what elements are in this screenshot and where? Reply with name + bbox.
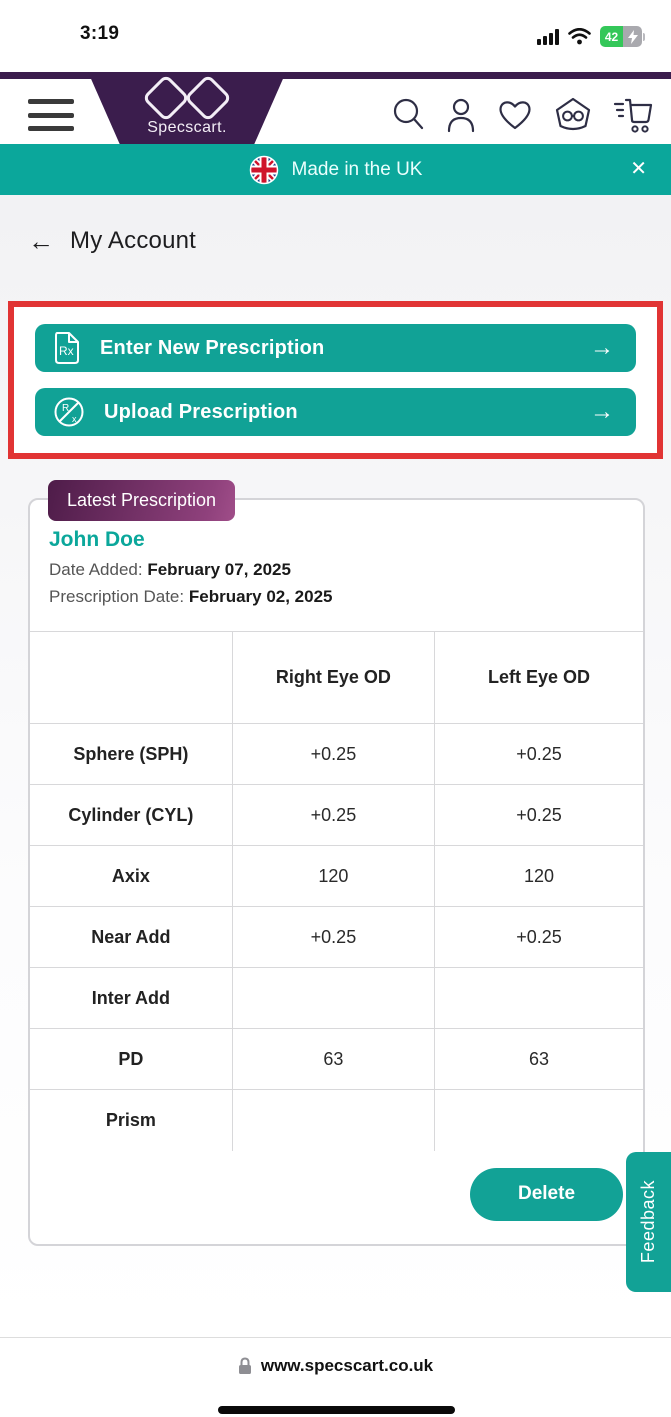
status-bar: 3:19 42: [0, 0, 671, 72]
logo-diamonds-icon: [88, 73, 286, 123]
clock: 3:19: [80, 23, 120, 44]
row-label: Axix: [30, 845, 233, 907]
left-eye-value: +0.25: [434, 784, 643, 846]
header-icon-row: [391, 96, 653, 134]
table-header-row: Right Eye OD Left Eye OD: [30, 631, 643, 724]
wishlist-heart-icon[interactable]: [497, 98, 533, 132]
site-url: www.specscart.co.uk: [260, 1356, 434, 1375]
banner-text: Made in the UK: [291, 158, 423, 180]
action-label: Enter New Prescription: [100, 336, 325, 359]
left-eye-value: [434, 1089, 643, 1151]
account-icon[interactable]: [446, 97, 476, 133]
row-label: Cylinder (CYL): [30, 784, 233, 846]
left-eye-value: +0.25: [434, 906, 643, 968]
battery-icon: 42: [600, 26, 645, 47]
table-row: Axix 120 120: [30, 845, 643, 907]
arrow-right-icon: →: [590, 334, 614, 361]
upload-prescription-button[interactable]: R x Upload Prescription →: [35, 388, 636, 436]
back-arrow-icon[interactable]: ←: [28, 226, 54, 256]
left-eye-value: 63: [434, 1028, 643, 1090]
feedback-label: Feedback: [638, 1180, 658, 1264]
delete-button[interactable]: Delete: [470, 1167, 623, 1221]
right-eye-header: Right Eye OD: [231, 631, 436, 724]
table-row: PD 63 63: [30, 1028, 643, 1090]
rx-document-icon: Rx: [55, 332, 79, 364]
prescription-info: John Doe Date Added: February 07, 2025 P…: [30, 500, 643, 631]
battery-percent: 42: [600, 26, 623, 47]
latest-prescription-card: Latest Prescription John Doe Date Added:…: [28, 480, 645, 1246]
uk-flag-icon: [249, 155, 278, 184]
home-indicator[interactable]: [218, 1406, 455, 1414]
logo-wordmark: Specscart.: [147, 119, 227, 136]
page-title: My Account: [70, 227, 197, 254]
row-label: PD: [30, 1028, 233, 1090]
cart-icon[interactable]: [613, 96, 653, 134]
row-label: Sphere (SPH): [30, 723, 233, 785]
action-label: Upload Prescription: [104, 400, 298, 423]
right-eye-value: +0.25: [231, 784, 436, 846]
row-label: Prism: [30, 1089, 233, 1151]
header-accent-strip: [0, 72, 671, 79]
latest-prescription-badge: Latest Prescription: [48, 480, 236, 521]
menu-icon[interactable]: [28, 99, 74, 131]
left-eye-value: [434, 967, 643, 1029]
left-eye-value: 120: [434, 845, 643, 907]
row-label: Near Add: [30, 906, 233, 968]
specscart-logo[interactable]: Specscart.: [88, 72, 286, 144]
table-row: Inter Add: [30, 967, 643, 1029]
enter-new-prescription-button[interactable]: Rx Enter New Prescription →: [35, 324, 636, 372]
date-added-line: Date Added: February 07, 2025: [49, 560, 291, 579]
browser-bottom-bar: www.specscart.co.uk: [0, 1337, 671, 1417]
empty-header-cell: [30, 631, 233, 724]
arrow-right-icon: →: [590, 398, 614, 425]
right-eye-value: 120: [231, 845, 436, 907]
right-eye-value: +0.25: [231, 906, 436, 968]
close-icon[interactable]: ✕: [630, 158, 647, 180]
breadcrumb: ← My Account: [28, 227, 196, 255]
prescription-table: Right Eye OD Left Eye OD Sphere (SPH) +0…: [30, 631, 643, 1151]
made-in-uk-banner: Made in the UK ✕: [0, 144, 671, 195]
svg-text:x: x: [72, 414, 77, 424]
right-eye-value: [231, 967, 436, 1029]
card-footer: Delete: [30, 1151, 643, 1245]
prescription-date-line: Prescription Date: February 02, 2025: [49, 587, 333, 606]
charging-bolt-icon: [623, 26, 642, 47]
wifi-icon: [568, 28, 591, 45]
table-row: Cylinder (CYL) +0.25 +0.25: [30, 784, 643, 846]
feedback-tab[interactable]: Feedback: [626, 1152, 671, 1292]
table-row: Prism: [30, 1089, 643, 1151]
right-eye-value: +0.25: [231, 723, 436, 785]
table-row: Near Add +0.25 +0.25: [30, 906, 643, 968]
site-header: Specscart.: [0, 72, 671, 144]
search-icon[interactable]: [391, 97, 425, 133]
page-content: ← My Account Rx Enter New Prescription →…: [0, 195, 671, 1337]
home-tryon-glasses-icon[interactable]: [554, 97, 592, 133]
svg-text:R: R: [62, 403, 69, 414]
row-label: Inter Add: [30, 967, 233, 1029]
prescription-date-value: February 02, 2025: [188, 587, 333, 606]
address-bar[interactable]: www.specscart.co.uk: [0, 1356, 671, 1376]
status-icons: 42: [537, 26, 645, 47]
highlight-annotation-box: Rx Enter New Prescription → R x Upload P…: [8, 301, 663, 459]
signal-strength-icon: [537, 28, 559, 45]
lock-icon: [238, 1357, 251, 1374]
table-row: Sphere (SPH) +0.25 +0.25: [30, 723, 643, 785]
right-eye-value: 63: [231, 1028, 436, 1090]
right-eye-value: [231, 1089, 436, 1151]
patient-name: John Doe: [49, 528, 145, 551]
left-eye-header: Left Eye OD: [434, 631, 643, 724]
rx-upload-icon: R x: [54, 397, 84, 427]
left-eye-value: +0.25: [434, 723, 643, 785]
date-added-value: February 07, 2025: [147, 560, 291, 579]
svg-text:Rx: Rx: [59, 344, 74, 358]
